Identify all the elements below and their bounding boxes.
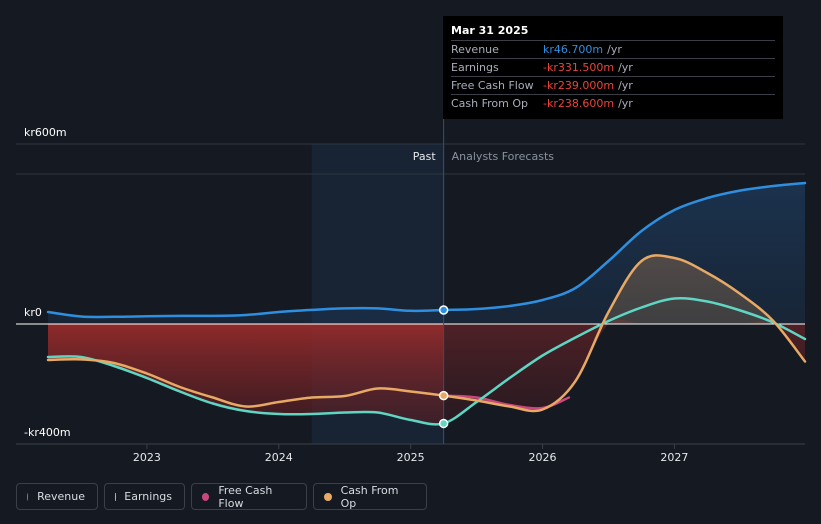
tooltip-value: -kr238.600m bbox=[543, 97, 615, 110]
past-label: Past bbox=[413, 150, 437, 163]
tooltip-value: -kr331.500m bbox=[543, 61, 615, 74]
tooltip-row-earnings: Earnings -kr331.500m /yr bbox=[451, 58, 775, 76]
x-tick-label-2024: 2024 bbox=[265, 451, 293, 464]
legend-label: Free Cash Flow bbox=[218, 483, 273, 510]
tooltip-value: kr46.700m bbox=[543, 43, 604, 56]
y-label-bottom: -kr400m bbox=[24, 426, 71, 439]
x-tick-label-2025: 2025 bbox=[397, 451, 425, 464]
negative-area-forecast bbox=[443, 319, 805, 424]
y-label-zero: kr0 bbox=[24, 306, 42, 319]
revenue-dot-icon bbox=[27, 492, 29, 501]
cashflow-positive-area bbox=[48, 255, 805, 324]
marker-earnings bbox=[438, 418, 449, 429]
tooltip-value: -kr239.000m bbox=[543, 79, 615, 92]
legend-item-revenue[interactable]: Revenue bbox=[16, 483, 98, 510]
legend-label: Revenue bbox=[37, 490, 85, 503]
cash-from-op-dot-icon bbox=[324, 492, 332, 501]
tooltip: Mar 31 2025 Revenue kr46.700m /yr Earnin… bbox=[443, 16, 783, 119]
x-tick-label-2027: 2027 bbox=[660, 451, 688, 464]
tooltip-unit: /yr bbox=[618, 97, 633, 110]
marker-cash-from-op bbox=[438, 390, 449, 401]
legend-item-cash-from-op[interactable]: Cash From Op bbox=[313, 483, 427, 510]
marker-revenue bbox=[438, 305, 449, 315]
revenue-area bbox=[48, 183, 805, 324]
tooltip-label: Revenue bbox=[451, 43, 499, 56]
tooltip-date: Mar 31 2025 bbox=[451, 24, 529, 37]
negative-area-past bbox=[48, 324, 443, 425]
legend: Revenue Earnings Free Cash Flow Cash Fro… bbox=[16, 483, 427, 510]
x-tick-label-2026: 2026 bbox=[529, 451, 557, 464]
tooltip-row-revenue: Revenue kr46.700m /yr bbox=[451, 40, 775, 58]
tooltip-row-free-cash-flow: Free Cash Flow -kr239.000m /yr bbox=[451, 76, 775, 94]
tooltip-unit: /yr bbox=[618, 79, 633, 92]
tooltip-label: Free Cash Flow bbox=[451, 79, 534, 92]
y-label-top: kr600m bbox=[24, 126, 67, 139]
tooltip-unit: /yr bbox=[618, 61, 633, 74]
tooltip-label: Cash From Op bbox=[451, 97, 529, 110]
series-line-earnings bbox=[46, 297, 807, 426]
series-line-cash-from-op bbox=[46, 254, 807, 413]
tooltip-unit: /yr bbox=[607, 43, 622, 56]
legend-label: Cash From Op bbox=[340, 483, 399, 510]
tooltip-label: Earnings bbox=[451, 61, 499, 74]
series-line-revenue bbox=[46, 181, 807, 319]
legend-label: Earnings bbox=[124, 490, 172, 503]
forecast-label: Analysts Forecasts bbox=[452, 150, 555, 163]
legend-item-free-cash-flow[interactable]: Free Cash Flow bbox=[191, 483, 307, 510]
legend-item-earnings[interactable]: Earnings bbox=[104, 483, 185, 510]
tooltip-row-cash-from-op: Cash From Op -kr238.600m /yr bbox=[451, 94, 775, 112]
x-tick-label-2023: 2023 bbox=[133, 451, 161, 464]
free-cash-flow-dot-icon bbox=[202, 492, 210, 501]
